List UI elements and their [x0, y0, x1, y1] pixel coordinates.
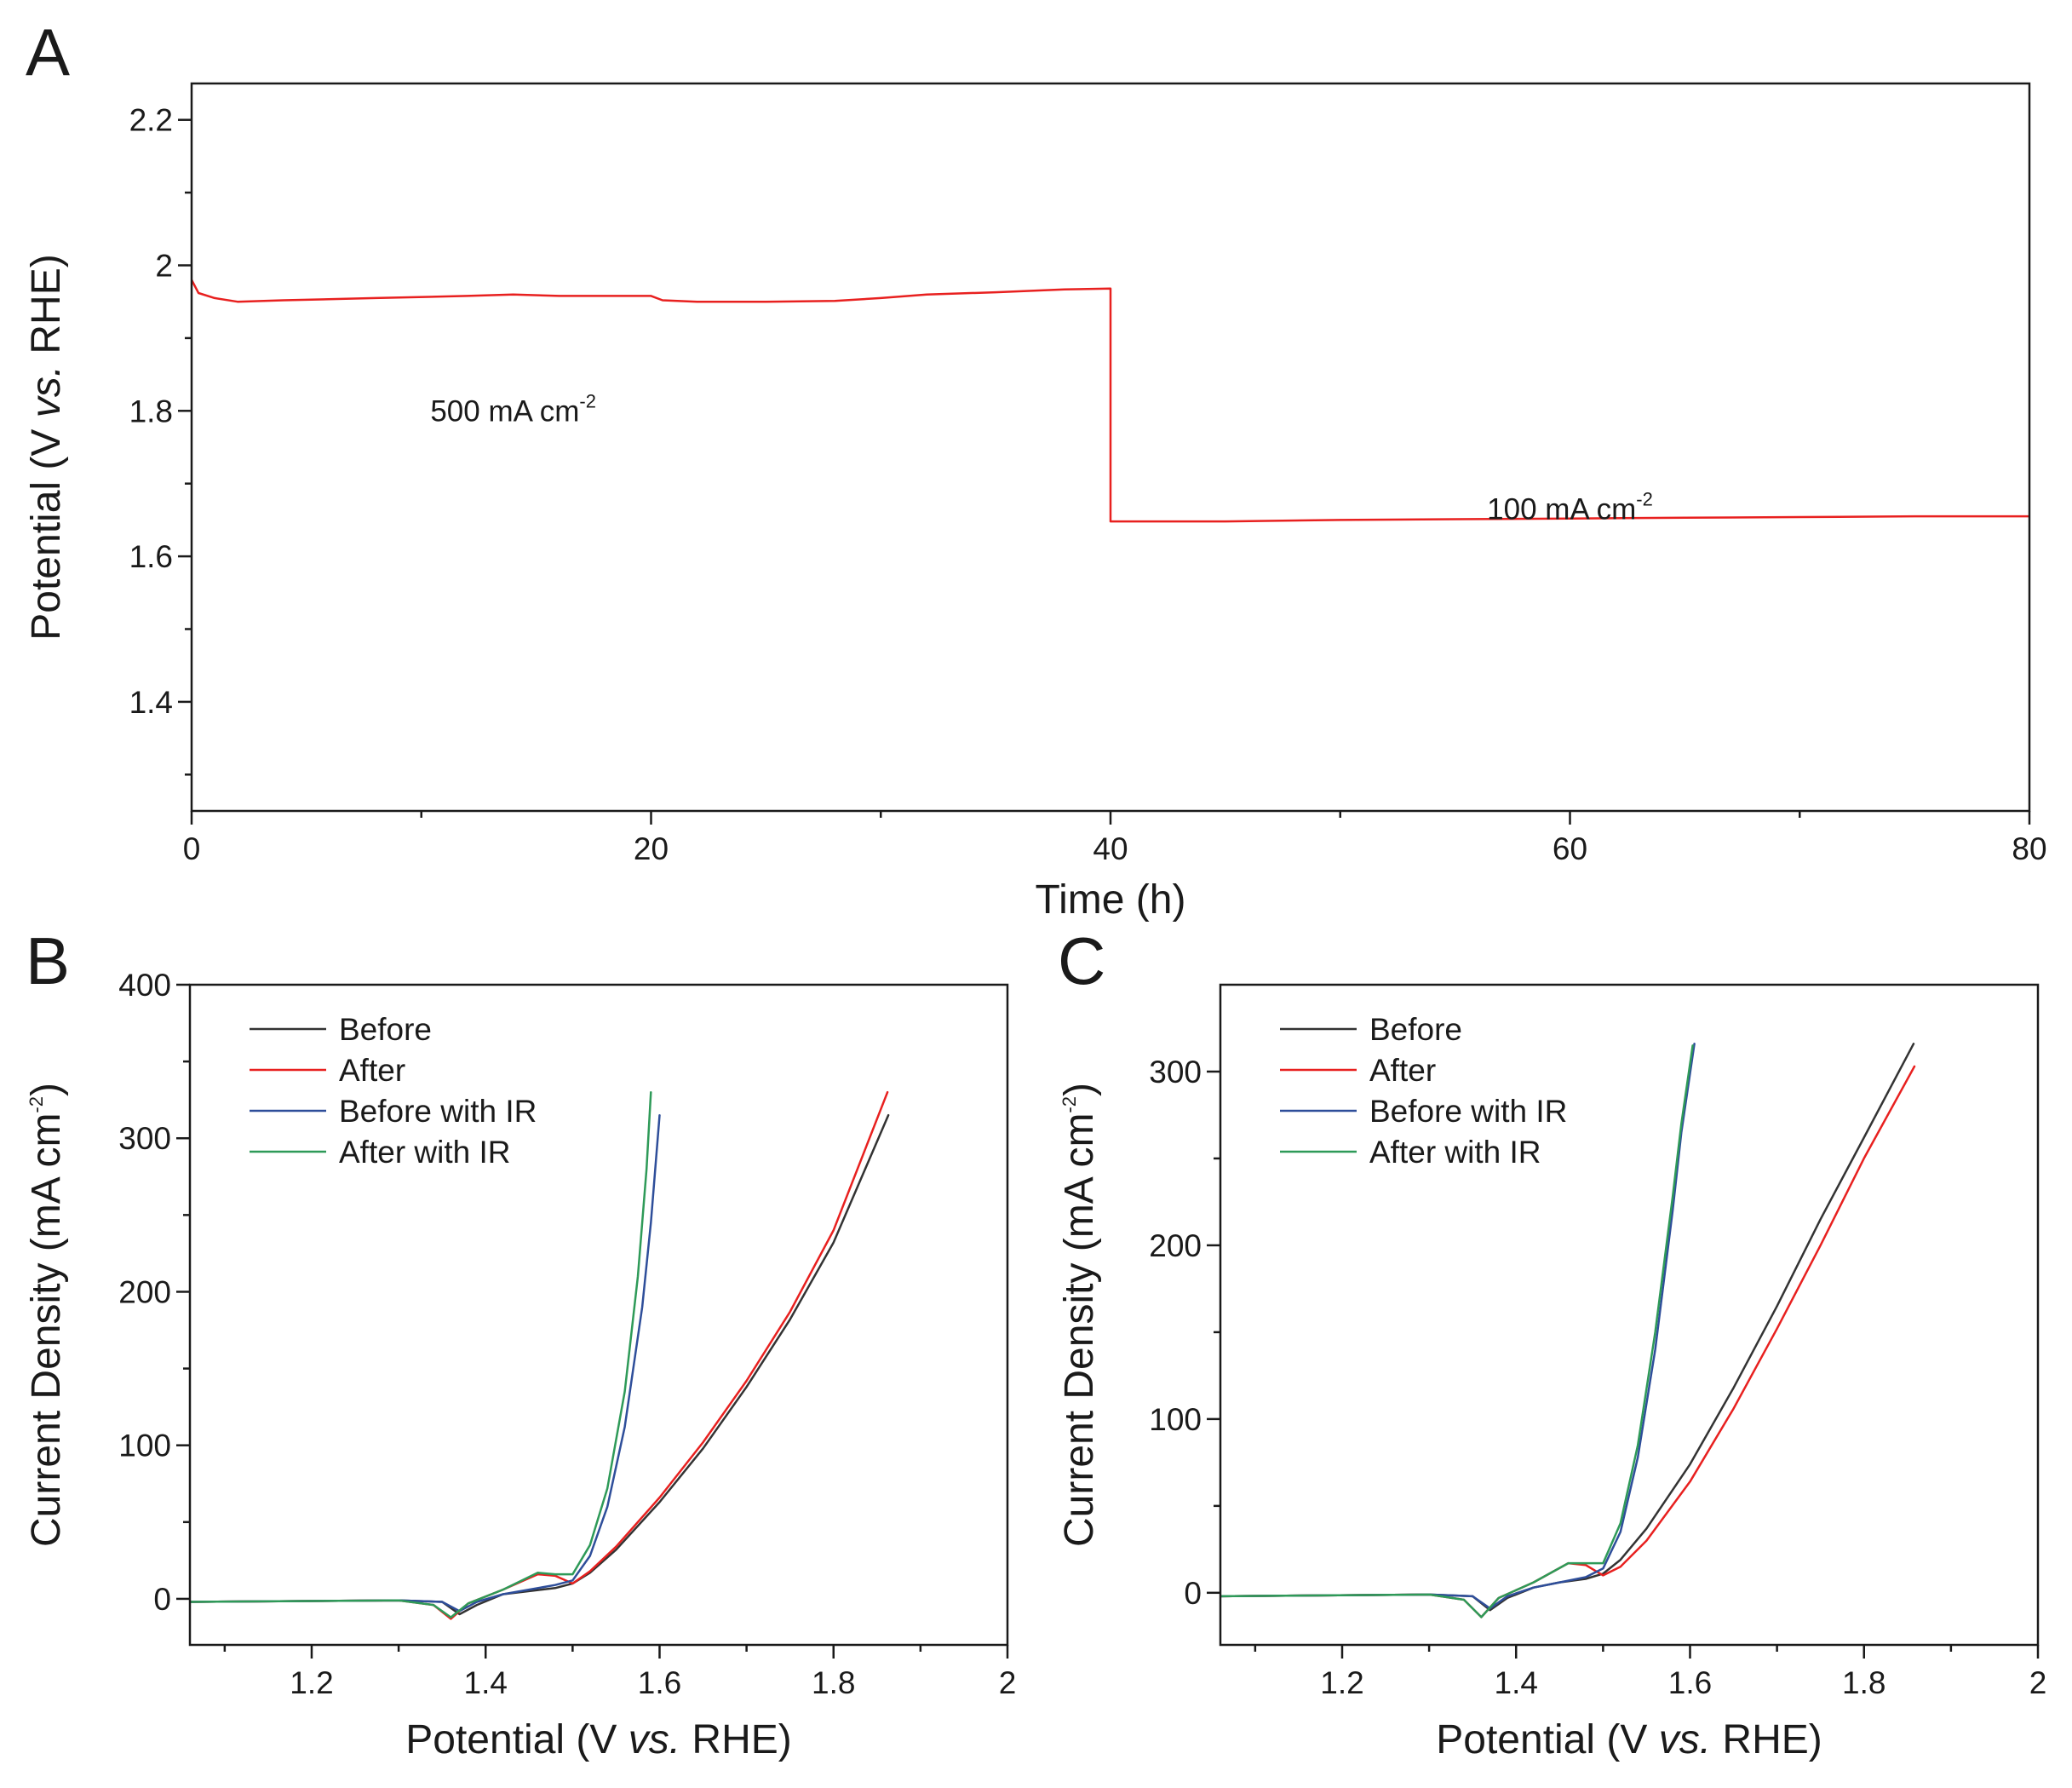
- panel-b-xtick-label: 1.2: [290, 1665, 333, 1700]
- panel-a-xtick-label: 60: [1553, 831, 1587, 866]
- panel-b-ylabel: Current Density (mA cm-2): [24, 1083, 69, 1547]
- panel-a-chart: 0 20 40 60 80 1.4 1.6 1.8 2 2.2 Time (h) Potential …: [24, 82, 2047, 923]
- panel-c-ytick-label: 100: [1149, 1402, 1202, 1437]
- panel-c-ylabel-prefix: Current Density (mA cm: [1057, 1113, 1102, 1547]
- panel-a-series-chronopotentiometry: [192, 279, 2029, 523]
- panel-a-ylabel: Potential (V vs. RHE): [24, 254, 69, 640]
- panel-c-ylabel: Current Density (mA cm-2): [1057, 1083, 1102, 1547]
- panel-a-annotation-sup: -2: [579, 390, 596, 411]
- panel-c-ytick-label: 0: [1184, 1576, 1202, 1611]
- panel-b-series-before-with-ir: [190, 1113, 661, 1613]
- panel-c-xlabel-italic: vs.: [1659, 1717, 1711, 1762]
- panel-b-xtick-label: 1.4: [464, 1665, 508, 1700]
- panel-a-ytick-label: 2.2: [129, 103, 173, 138]
- panel-b-series-after-with-ir: [190, 1090, 652, 1618]
- panel-letter-b: B: [26, 923, 70, 998]
- panel-a-ytick-label: 2: [155, 249, 173, 284]
- panel-c-ylabel-sup: -2: [1059, 1096, 1080, 1113]
- panel-b-legend-label: After with IR: [339, 1135, 511, 1170]
- panel-c-xlabel-suffix: RHE): [1711, 1717, 1822, 1762]
- panel-c-series-before-with-ir: [1220, 1043, 1696, 1610]
- panel-a-annotation-text: 500 mA cm: [430, 394, 579, 428]
- panel-a-xtick-label: 0: [183, 831, 201, 866]
- panel-c-series-after-with-ir: [1220, 1044, 1694, 1618]
- panel-a-annotation-1: 500 mA cm-2: [430, 390, 596, 428]
- panel-a-xtick-label: 20: [634, 831, 669, 866]
- panel-b-xlabel: Potential (V vs. RHE): [405, 1717, 791, 1762]
- panel-b-legend: Before After Before with IR After with IR: [250, 1012, 537, 1170]
- panel-a-annotation-2: 100 mA cm-2: [1487, 489, 1653, 526]
- panel-b-xlabel-suffix: RHE): [680, 1717, 792, 1762]
- panel-b-frame: [188, 983, 1009, 1647]
- panel-b-xtick-label: 1.6: [638, 1665, 681, 1700]
- panel-c-xtick-label: 1.6: [1668, 1665, 1712, 1700]
- panel-b-ytick-label: 0: [153, 1582, 171, 1617]
- panel-a-xtick-label: 80: [2012, 831, 2046, 866]
- panel-letter-a: A: [26, 14, 70, 89]
- panel-b-legend-label: Before: [339, 1012, 432, 1047]
- panel-c-legend-label: After: [1369, 1053, 1436, 1088]
- panel-b-ytick-label: 400: [118, 968, 171, 1003]
- panel-a-ytick-label: 1.6: [129, 539, 173, 574]
- panel-b-ytick-label: 300: [118, 1121, 171, 1156]
- panel-b-ylabel-suffix: ): [24, 1083, 69, 1096]
- panel-b-ylabel-prefix: Current Density (mA cm: [24, 1113, 69, 1547]
- panel-c-xlabel: Potential (V vs. RHE): [1436, 1717, 1822, 1762]
- panel-b-ytick-label: 200: [118, 1274, 171, 1309]
- panel-a-annotation-text: 100 mA cm: [1487, 493, 1636, 526]
- panel-a-ytick-label: 1.8: [129, 394, 173, 428]
- panel-b-xlabel-prefix: Potential (V: [405, 1717, 628, 1762]
- panel-c-xtick-label: 1.8: [1842, 1665, 1885, 1700]
- panel-c-legend-label: Before: [1369, 1012, 1462, 1047]
- panel-a-ylabel-italic: vs.: [24, 365, 69, 417]
- panel-c-ytick-label: 200: [1149, 1228, 1202, 1263]
- panel-a-xtick-label: 40: [1093, 831, 1128, 866]
- panel-b-ylabel-sup: -2: [26, 1096, 47, 1113]
- panel-b-xlabel-italic: vs.: [628, 1717, 680, 1762]
- panel-letter-c: C: [1058, 923, 1105, 998]
- panel-a-ylabel-suffix: RHE): [24, 254, 69, 365]
- panel-c-ylabel-suffix: ): [1057, 1083, 1102, 1096]
- panel-b-legend-label: After: [339, 1053, 405, 1088]
- panel-b-chart: 1.2 1.4 1.6 1.8 2 0 100 200 300 400 Potential (V v…: [24, 968, 1016, 1762]
- panel-a-ytick-label: 1.4: [129, 685, 173, 720]
- panel-c-xlabel-prefix: Potential (V: [1436, 1717, 1658, 1762]
- panel-b-legend-label: Before with IR: [339, 1094, 537, 1129]
- panel-b-xtick-label: 2: [999, 1665, 1017, 1700]
- panel-c-legend: Before After Before with IR After with IR: [1280, 1012, 1567, 1170]
- panel-a-ylabel-prefix: Potential (V: [24, 417, 69, 640]
- panel-c-legend-label: Before with IR: [1369, 1094, 1567, 1129]
- panel-c-xtick-label: 1.2: [1320, 1665, 1363, 1700]
- panel-a-xlabel: Time (h): [1036, 877, 1186, 923]
- panel-b-xtick-label: 1.8: [812, 1665, 855, 1700]
- panel-b-ytick-label: 100: [118, 1429, 171, 1463]
- panel-c-ytick-label: 300: [1149, 1055, 1202, 1089]
- panel-c-legend-label: After with IR: [1369, 1135, 1541, 1170]
- panel-c-xtick-label: 2: [2029, 1665, 2047, 1700]
- panel-c-xtick-label: 1.4: [1495, 1665, 1538, 1700]
- panel-c-frame: [1219, 983, 2040, 1647]
- panel-a-annotation-sup: -2: [1636, 489, 1653, 510]
- panel-c-chart: 1.2 1.4 1.6 1.8 2 0 100 200 300 Potential (V vs. …: [1057, 983, 2047, 1762]
